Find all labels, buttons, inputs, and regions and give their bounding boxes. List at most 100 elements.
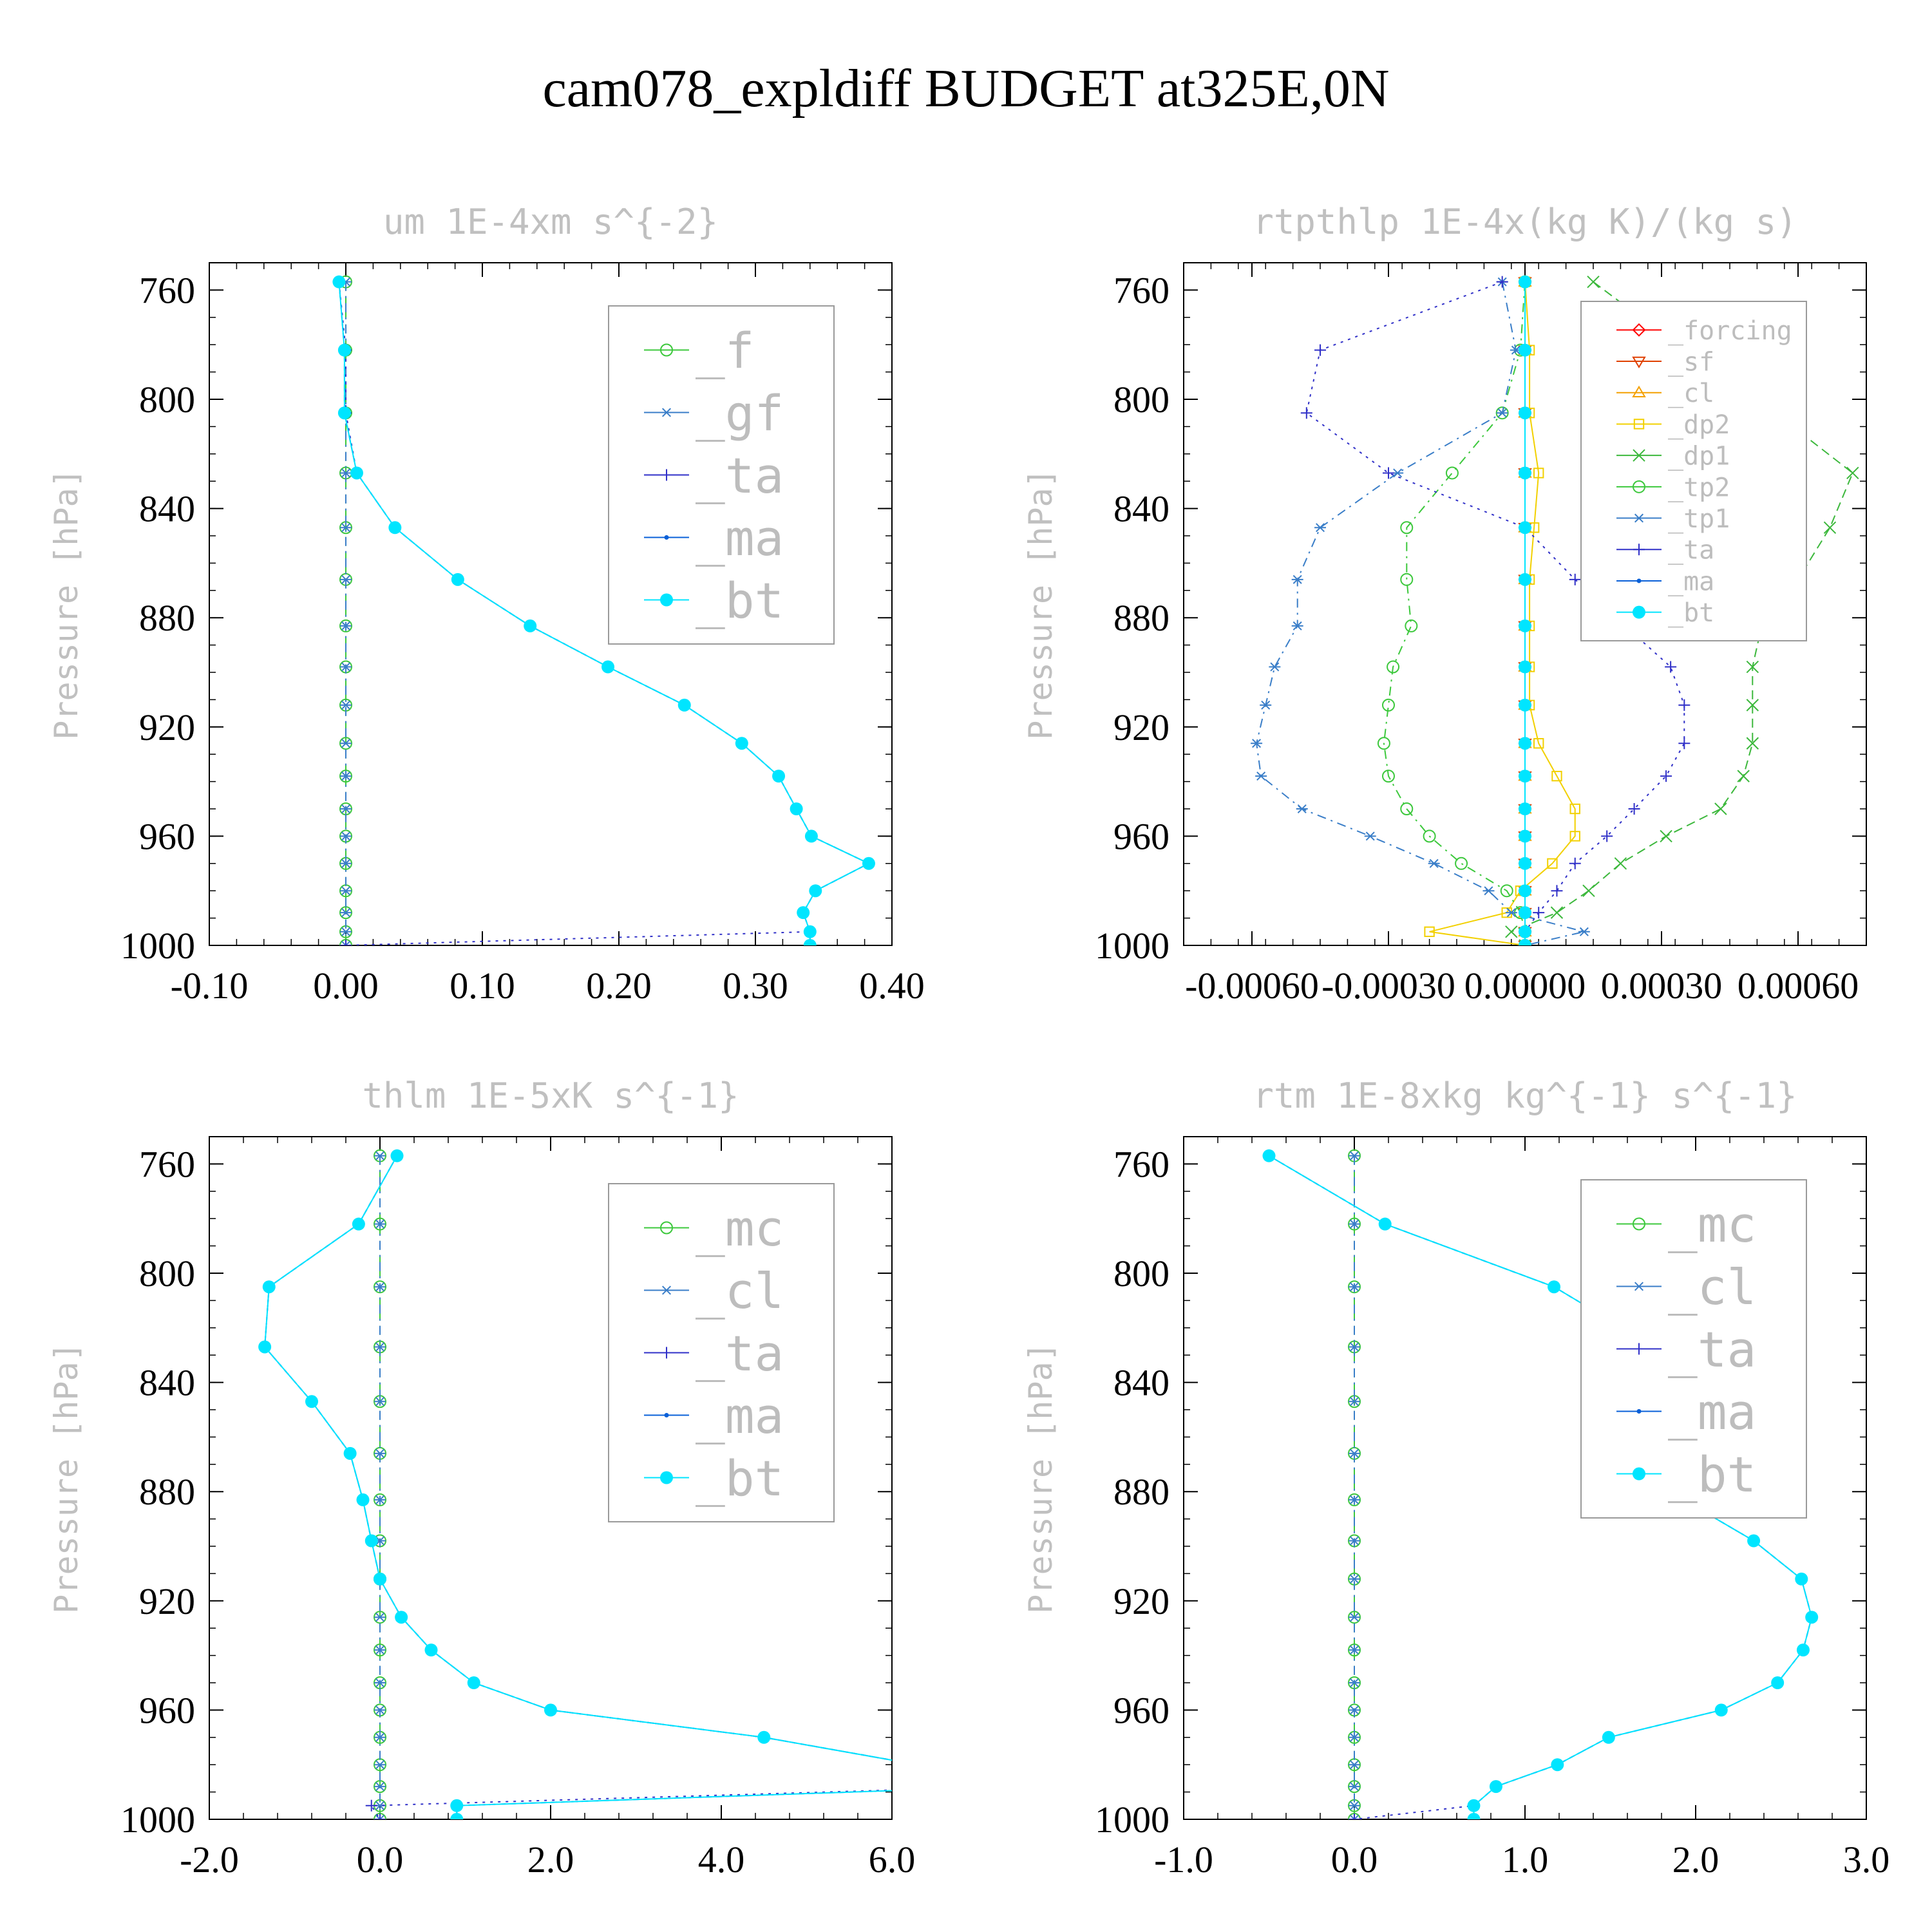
data-point [1805,1611,1819,1624]
data-point [1005,1780,1018,1793]
y-tick-label: 1000 [1095,925,1170,967]
series-bt [332,275,875,945]
data-point [1678,737,1690,750]
y-tick-label: 920 [139,706,195,748]
data-point [340,927,352,936]
data-point [1746,699,1759,712]
x-tick-label: 0.00030 [1601,965,1723,1007]
data-point [1445,466,1459,480]
data-point [911,1758,924,1771]
x-tick-label: 0.00 [313,965,379,1007]
data-point [804,829,818,843]
chart-panel-1: um 1E-4xm s^{-2} Pressure [hPa] 760 800 840 8… [48,202,925,1007]
legend-marker [661,1285,672,1295]
data-point [1569,857,1581,869]
data-point [1349,1760,1360,1770]
data-point [374,1151,386,1160]
data-point [1714,802,1727,815]
data-point [450,1813,464,1819]
legend-label: _dp1 [1668,442,1730,471]
data-point [1550,906,1564,919]
data-point [340,908,352,918]
y-axis-label: Pressure [hPa] [1022,1342,1059,1613]
data-point [1349,1495,1360,1504]
legend-marker [661,1347,672,1359]
data-point [1349,1678,1360,1688]
data-point [1505,908,1517,918]
data-point [395,1611,408,1624]
y-tick-label: 840 [139,1362,195,1404]
y-tick-label: 1000 [120,925,195,967]
data-point [305,1395,318,1408]
data-point [1602,1730,1615,1744]
y-tick-label: 800 [1113,379,1170,421]
data-point [1349,1282,1360,1292]
x-tick-label: 0.00000 [1464,965,1586,1007]
data-point [1533,738,1544,749]
data-point [1349,1613,1360,1622]
data-point [1519,857,1531,870]
legend-label: _gf [696,384,784,442]
data-point [1382,770,1395,783]
series-line [1510,281,1854,945]
legend-label: _bt [1668,1446,1756,1503]
x-tick-label: 4.0 [698,1839,745,1880]
data-point [388,521,402,535]
legend-label: _tp2 [1668,473,1730,502]
y-tick-label: 840 [1113,1362,1170,1404]
x-tick-label: 0.40 [859,965,925,1007]
data-point [1519,770,1531,783]
data-point [1569,831,1580,842]
data-point [374,1678,386,1688]
data-point [262,1280,276,1294]
data-point [1823,521,1837,534]
data-point [1846,466,1859,480]
x-tick-label: -0.00030 [1321,965,1455,1007]
data-point [1349,1645,1360,1655]
legend-marker [1636,1409,1642,1414]
data-point [1714,1703,1728,1717]
legend-marker [664,535,669,540]
data-point [1467,1799,1481,1812]
legend-label: _ta [696,447,784,504]
series-cl [1349,1151,1360,1819]
data-point [1548,1280,1561,1294]
data-point [1519,829,1531,843]
data-point [1349,1574,1360,1584]
data-point [374,1495,386,1504]
data-point [1665,661,1677,673]
legend: _f_gf_ta_ma_bt [608,305,835,645]
data-point [356,1493,370,1506]
legend-label: _ma [696,509,784,567]
data-point [350,466,363,480]
data-point [1746,660,1759,674]
legend-marker [1632,323,1646,337]
y-tick-label: 760 [1113,269,1170,311]
data-point [340,772,352,781]
y-tick-label: 960 [139,1689,195,1731]
legend-label: _mc [1668,1196,1756,1253]
data-point [1519,343,1531,357]
data-point [1482,886,1495,896]
y-tick-label: 800 [139,1253,195,1294]
data-point [1569,803,1580,815]
data-point [258,1340,272,1354]
data-point [374,1613,386,1622]
y-tick-label: 1000 [120,1799,195,1841]
data-point [365,1534,378,1548]
data-point [524,619,537,632]
data-point [374,1760,386,1770]
x-tick-label: 0.20 [586,965,652,1007]
data-point [1383,467,1394,479]
data-point [340,804,352,814]
data-point [1496,408,1508,418]
data-point [1489,1780,1502,1794]
data-point [1364,831,1376,841]
data-point [809,884,822,898]
data-point [1533,907,1545,919]
legend-marker [1633,605,1645,619]
legend-marker [660,1221,673,1235]
y-tick-label: 760 [139,269,195,311]
data-point [451,573,464,586]
data-point [1349,1814,1360,1819]
